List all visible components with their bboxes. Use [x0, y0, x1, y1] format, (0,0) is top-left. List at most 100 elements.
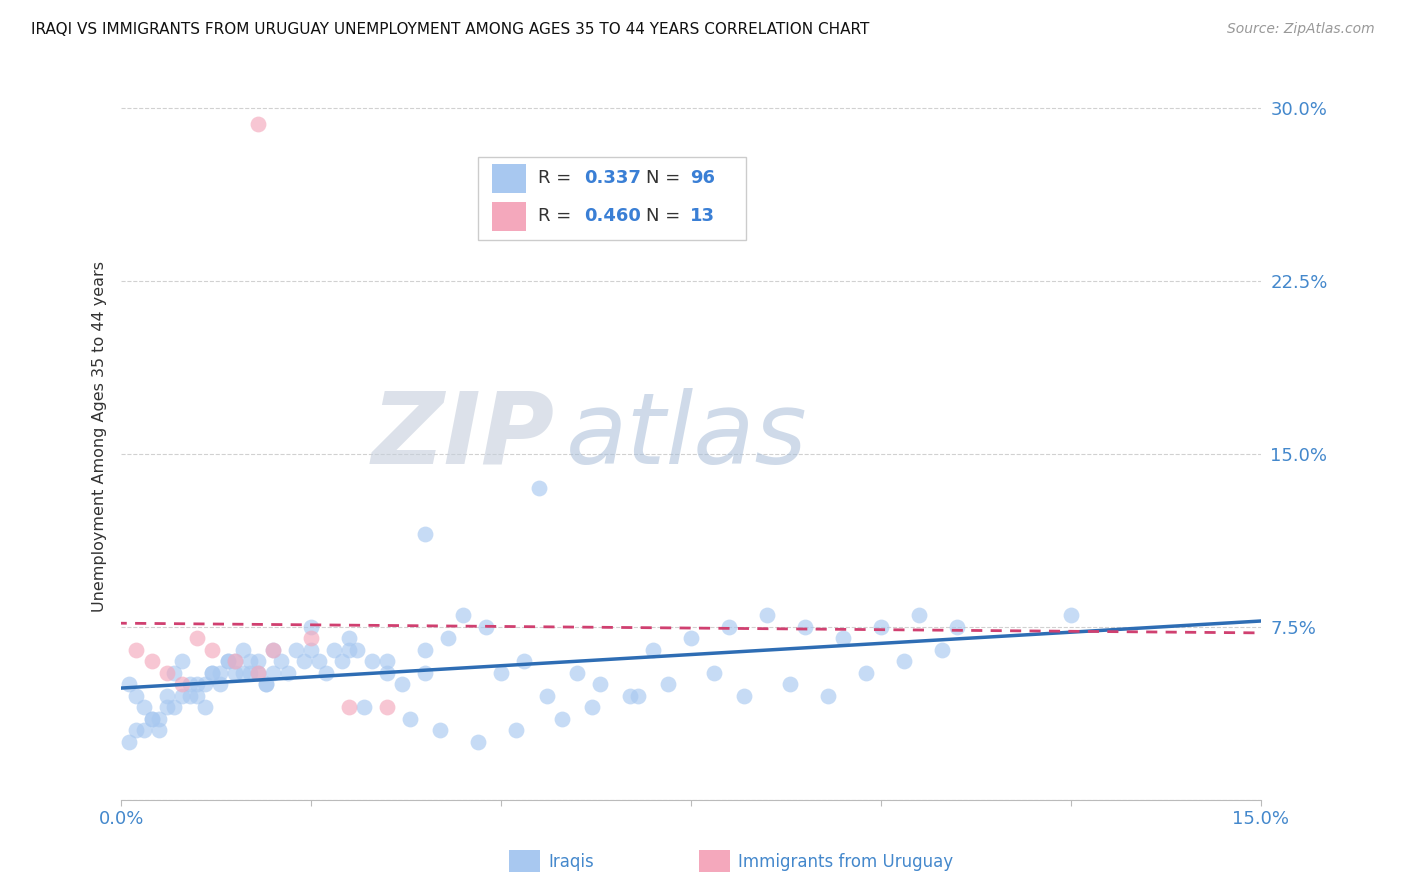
Point: [224, 654, 246, 668]
Point: [194, 700, 217, 714]
Point: [679, 631, 702, 645]
Point: [467, 735, 489, 749]
Point: [627, 689, 650, 703]
Point: [413, 527, 436, 541]
Point: [589, 677, 612, 691]
Point: [330, 654, 353, 668]
Point: [733, 689, 755, 703]
Point: [717, 619, 740, 633]
Point: [907, 607, 929, 622]
Point: [831, 631, 853, 645]
Point: [163, 700, 186, 714]
Point: [337, 631, 360, 645]
Point: [170, 689, 193, 703]
Point: [156, 700, 179, 714]
Text: Immigrants from Uruguay: Immigrants from Uruguay: [738, 853, 953, 871]
Point: [429, 723, 451, 738]
Point: [217, 654, 239, 668]
Point: [292, 654, 315, 668]
Point: [337, 642, 360, 657]
Point: [869, 619, 891, 633]
Text: Source: ZipAtlas.com: Source: ZipAtlas.com: [1227, 22, 1375, 37]
Point: [299, 619, 322, 633]
Text: Iraqis: Iraqis: [548, 853, 595, 871]
Point: [118, 677, 141, 691]
Point: [186, 689, 208, 703]
Point: [246, 117, 269, 131]
Point: [793, 619, 815, 633]
Point: [451, 607, 474, 622]
Point: [262, 642, 284, 657]
Point: [413, 665, 436, 680]
Point: [254, 677, 277, 691]
Point: [361, 654, 384, 668]
Point: [375, 654, 398, 668]
Text: N =: N =: [647, 207, 686, 225]
Point: [239, 665, 262, 680]
Point: [239, 654, 262, 668]
Point: [179, 689, 201, 703]
Point: [299, 642, 322, 657]
Point: [322, 642, 344, 657]
Point: [565, 665, 588, 680]
Point: [132, 723, 155, 738]
Point: [353, 700, 375, 714]
Point: [224, 665, 246, 680]
Point: [232, 665, 254, 680]
Point: [270, 654, 292, 668]
Point: [246, 665, 269, 680]
Point: [217, 654, 239, 668]
Point: [163, 665, 186, 680]
Point: [703, 665, 725, 680]
Text: 0.460: 0.460: [583, 207, 641, 225]
Point: [413, 642, 436, 657]
Point: [551, 712, 574, 726]
Point: [641, 642, 664, 657]
Point: [581, 700, 603, 714]
Text: 96: 96: [690, 169, 714, 187]
Point: [527, 481, 550, 495]
Point: [254, 677, 277, 691]
Text: N =: N =: [647, 169, 686, 187]
Point: [308, 654, 330, 668]
Point: [855, 665, 877, 680]
FancyBboxPatch shape: [478, 156, 745, 240]
Bar: [509, 850, 540, 872]
Point: [141, 654, 163, 668]
Point: [246, 665, 269, 680]
Point: [619, 689, 641, 703]
Point: [141, 712, 163, 726]
Point: [156, 689, 179, 703]
Point: [132, 700, 155, 714]
Point: [125, 642, 148, 657]
Point: [337, 700, 360, 714]
Bar: [699, 850, 730, 872]
Text: 13: 13: [690, 207, 714, 225]
Bar: [492, 202, 526, 231]
Point: [194, 677, 217, 691]
Point: [246, 654, 269, 668]
Y-axis label: Unemployment Among Ages 35 to 44 years: Unemployment Among Ages 35 to 44 years: [93, 260, 107, 612]
Point: [375, 665, 398, 680]
Point: [208, 665, 231, 680]
Point: [755, 607, 778, 622]
Point: [208, 677, 231, 691]
Point: [779, 677, 801, 691]
Point: [232, 642, 254, 657]
Point: [118, 735, 141, 749]
Point: [375, 700, 398, 714]
Point: [817, 689, 839, 703]
Point: [346, 642, 368, 657]
Point: [475, 619, 498, 633]
Point: [224, 654, 246, 668]
Bar: [492, 164, 526, 193]
Point: [284, 642, 307, 657]
Point: [141, 712, 163, 726]
Point: [186, 631, 208, 645]
Point: [201, 665, 224, 680]
Point: [179, 677, 201, 691]
Point: [489, 665, 512, 680]
Point: [513, 654, 536, 668]
Point: [262, 665, 284, 680]
Text: 0.337: 0.337: [583, 169, 641, 187]
